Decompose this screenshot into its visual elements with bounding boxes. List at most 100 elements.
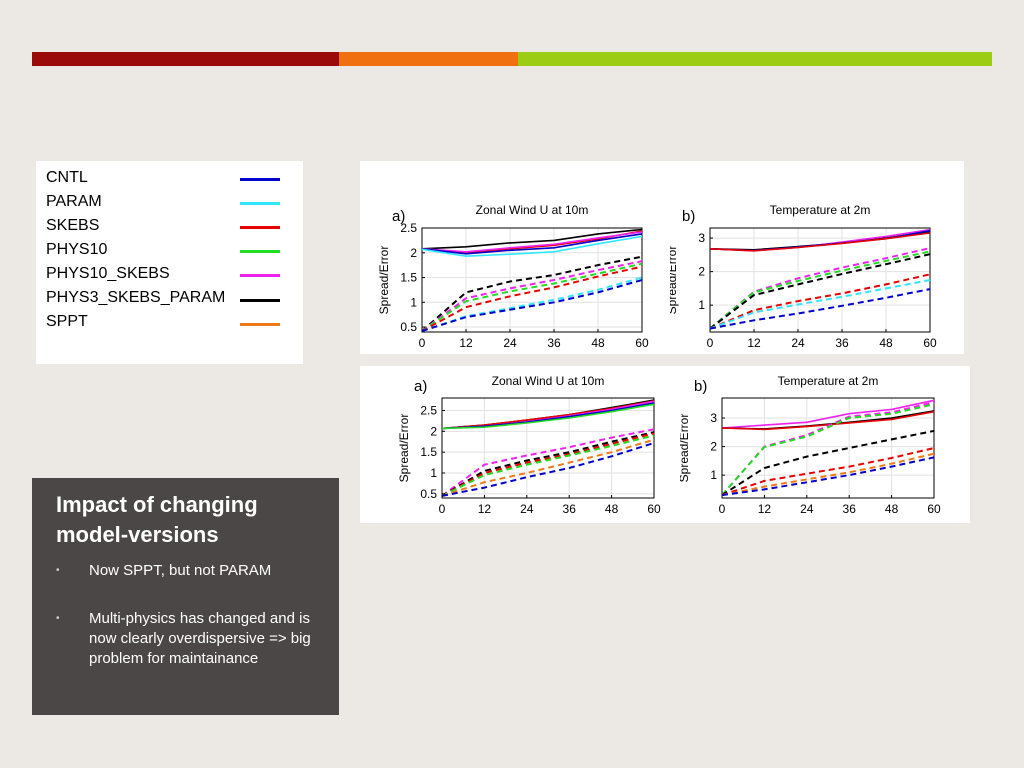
legend: CNTL PARAM SKEBS PHYS10 PHYS10_SKEBS PHY… xyxy=(36,161,303,364)
x-tick-label: 24 xyxy=(800,502,814,516)
x-tick-label: 12 xyxy=(478,502,492,516)
chart-zonal-wind-bottom: 0 12 24 36 48 60 0.5 1 1.5 2 2.5 Zonal Wind U at 10… xyxy=(397,374,661,516)
topbar-segment-green xyxy=(518,52,992,66)
panel-label: b) xyxy=(694,378,707,395)
series-line-param xyxy=(421,276,643,332)
x-tick-label: 24 xyxy=(503,336,517,350)
series-line-cntl xyxy=(721,456,935,497)
content-box: Impact of changing model-versions • Now … xyxy=(32,478,339,715)
bullet-dot-icon: • xyxy=(56,565,60,576)
series-line-phys3_skebs_param xyxy=(441,431,655,497)
legend-label: SPPT xyxy=(46,313,88,330)
chart-panel-top: 0 12 24 36 48 60 0.5 1 1.5 2 2.5 Zonal Wind U at 10… xyxy=(360,161,964,354)
series-line-cntl xyxy=(421,233,643,255)
chart-title: Temperature at 2m xyxy=(778,374,879,388)
x-tick-label: 0 xyxy=(439,502,446,516)
panel-label: a) xyxy=(392,208,405,225)
y-tick-label: 1 xyxy=(698,298,705,312)
chart-zonal-wind-top: 0 12 24 36 48 60 0.5 1 1.5 2 2.5 Zonal Wind U at 10… xyxy=(377,203,649,350)
y-axis-label: Spread/Error xyxy=(397,414,411,483)
legend-swatch xyxy=(240,323,280,326)
legend-label: PHYS3_SKEBS_PARAM xyxy=(46,289,226,306)
legend-swatch xyxy=(240,178,280,181)
legend-label: PHYS10_SKEBS xyxy=(46,265,170,282)
panel-label: a) xyxy=(414,378,427,395)
x-tick-label: 48 xyxy=(605,502,619,516)
plot-frame xyxy=(441,397,655,499)
y-tick-label: 2 xyxy=(430,424,437,438)
legend-label: PARAM xyxy=(46,193,102,210)
series-line-phys10 xyxy=(421,262,643,332)
x-tick-label: 60 xyxy=(927,502,941,516)
bullet-text: Now SPPT, but not PARAM xyxy=(89,562,272,579)
series-line-skebs xyxy=(421,265,643,332)
series-line-param xyxy=(709,279,931,330)
series-line-phys10_skebs xyxy=(709,228,931,252)
x-tick-label: 0 xyxy=(719,502,726,516)
y-tick-label: 2 xyxy=(410,246,417,260)
legend-swatch xyxy=(240,250,280,253)
y-axis-label: Spread/Error xyxy=(670,246,679,315)
x-tick-label: 48 xyxy=(591,336,605,350)
bullet-text: Multi-physics has changed and is now cle… xyxy=(89,610,311,667)
series-line-phys3_skebs_param xyxy=(721,429,935,496)
series-line-sppt xyxy=(441,438,655,497)
series-line-cntl xyxy=(709,288,931,330)
y-tick-label: 3 xyxy=(698,231,705,245)
legend-label: CNTL xyxy=(46,169,88,186)
x-tick-label: 36 xyxy=(843,502,857,516)
x-tick-label: 0 xyxy=(419,336,426,350)
panel-label: b) xyxy=(682,208,695,225)
series-line-phys10 xyxy=(709,250,931,330)
x-tick-label: 48 xyxy=(885,502,899,516)
chart-panel-bottom: 0 12 24 36 48 60 0.5 1 1.5 2 2.5 Zonal Wind U at 10… xyxy=(360,366,970,523)
x-tick-label: 0 xyxy=(707,336,714,350)
chart-title: Temperature at 2m xyxy=(770,203,871,217)
series-line-cntl xyxy=(441,442,655,497)
x-tick-label: 48 xyxy=(879,336,893,350)
y-tick-label: 1.5 xyxy=(420,445,437,459)
x-tick-label: 36 xyxy=(563,502,577,516)
series-line-phys10 xyxy=(721,403,935,496)
series-line-phys10 xyxy=(441,403,655,430)
series-line-phys10_skebs xyxy=(421,260,643,332)
y-axis-label: Spread/Error xyxy=(680,414,691,483)
series-line-skebs xyxy=(721,410,935,431)
topbar-segment-red xyxy=(32,52,339,66)
y-tick-label: 1 xyxy=(410,295,417,309)
series-line-phys10_skebs xyxy=(721,399,935,429)
legend-swatch xyxy=(240,226,280,229)
series-line-phys3_skebs_param xyxy=(441,399,655,430)
x-tick-label: 24 xyxy=(791,336,805,350)
series-line-sppt xyxy=(721,452,935,497)
y-tick-label: 0.5 xyxy=(400,320,417,334)
series-line-skebs xyxy=(441,432,655,497)
plot-frame xyxy=(721,397,935,499)
x-tick-label: 60 xyxy=(647,502,661,516)
series-line-phys10 xyxy=(441,434,655,497)
slide-title: Impact of changing model-versions xyxy=(56,492,258,547)
y-tick-label: 0.5 xyxy=(420,487,437,501)
legend-swatch xyxy=(240,202,280,205)
x-tick-label: 36 xyxy=(835,336,849,350)
series-line-phys3_skebs_param xyxy=(421,255,643,332)
y-tick-label: 1.5 xyxy=(400,271,417,285)
series-line-cntl xyxy=(421,279,643,332)
legend-swatch xyxy=(240,274,280,277)
series-line-phys3_skebs_param xyxy=(709,253,931,330)
bullet-dot-icon: • xyxy=(56,613,60,624)
legend-swatch xyxy=(240,299,280,302)
y-tick-label: 2.5 xyxy=(420,404,437,418)
series-line-param xyxy=(421,235,643,258)
series-line-skebs xyxy=(721,447,935,497)
series-line-phys10_skebs xyxy=(421,231,643,253)
series-line-skebs xyxy=(709,273,931,330)
legend-label: PHYS10 xyxy=(46,241,108,258)
topbar-segment-orange xyxy=(339,52,518,66)
y-tick-label: 2.5 xyxy=(400,221,417,235)
series-line-phys3_skebs_param xyxy=(421,228,643,250)
x-tick-label: 60 xyxy=(923,336,937,350)
x-tick-label: 12 xyxy=(758,502,772,516)
